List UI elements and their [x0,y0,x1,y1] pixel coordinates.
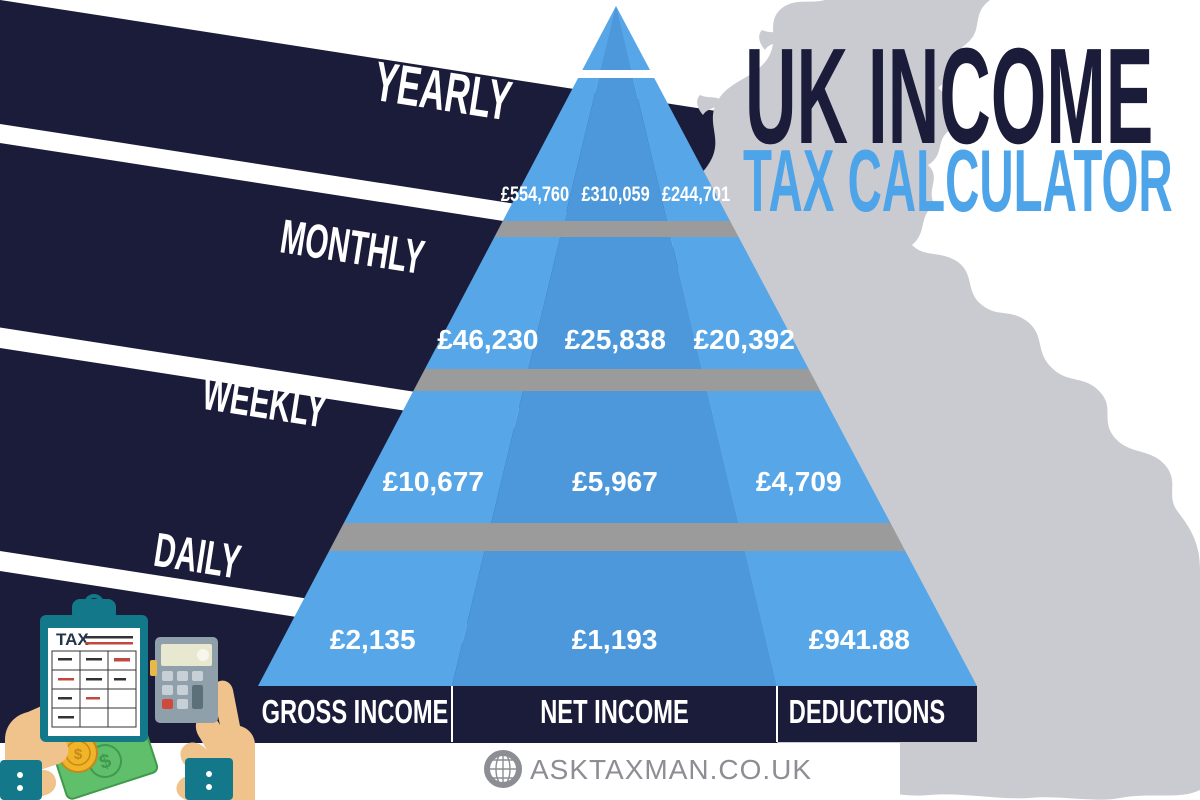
svg-text:TAX CALCULATOR: TAX CALCULATOR [743,133,1173,231]
svg-text:TAX: TAX [56,630,89,649]
svg-text:£941.88: £941.88 [809,624,910,655]
svg-text:NET INCOME: NET INCOME [540,694,689,731]
svg-text:DEDUCTIONS: DEDUCTIONS [789,694,945,731]
svg-text:£4,709: £4,709 [756,466,842,497]
svg-text:£2,135: £2,135 [330,624,416,655]
svg-text:£10,677: £10,677 [383,466,484,497]
svg-text:ASKTAXMAN.CO.UK: ASKTAXMAN.CO.UK [530,754,812,785]
svg-text:£5,967: £5,967 [572,466,658,497]
svg-text:£25,838: £25,838 [565,324,666,355]
svg-text:GROSS INCOME: GROSS INCOME [262,694,449,731]
svg-text:£310,059: £310,059 [581,182,649,205]
svg-text:$: $ [74,746,83,763]
svg-text:£554,760: £554,760 [501,182,569,205]
svg-text:£244,701: £244,701 [662,182,730,205]
svg-text:£20,392: £20,392 [694,324,795,355]
svg-text:£46,230: £46,230 [437,324,538,355]
svg-text:£1,193: £1,193 [572,624,658,655]
